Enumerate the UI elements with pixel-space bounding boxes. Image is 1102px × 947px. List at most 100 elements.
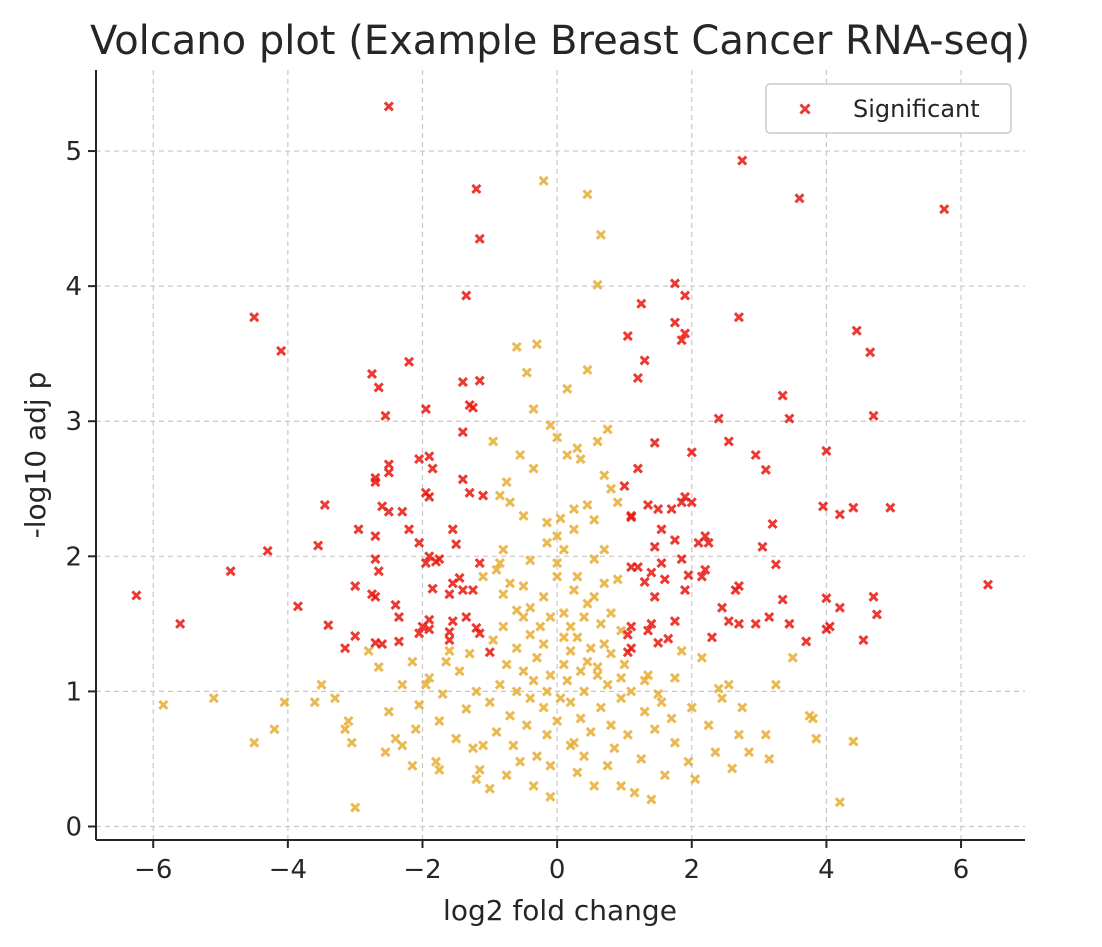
significant-point — [821, 593, 832, 604]
significant-point — [340, 643, 351, 654]
nonsignificant-point — [518, 580, 529, 592]
significant-point — [383, 506, 394, 517]
y-tick-label: 1 — [65, 677, 82, 707]
significant-point — [457, 585, 468, 596]
significant-point — [777, 390, 788, 401]
significant-point — [225, 566, 236, 577]
nonsignificant-point — [575, 666, 586, 677]
significant-point — [982, 579, 994, 590]
data-points — [131, 101, 994, 813]
nonsignificant-point — [605, 607, 617, 619]
significant-point — [424, 614, 435, 625]
nonsignificant-point — [595, 229, 606, 240]
significant-point — [676, 335, 687, 346]
nonsignificant-point — [636, 753, 647, 765]
significant-point — [424, 624, 435, 635]
significant-point — [642, 625, 654, 636]
nonsignificant-point — [528, 780, 539, 792]
nonsignificant-point — [562, 449, 573, 461]
significant-point — [649, 591, 660, 602]
significant-point — [737, 155, 748, 166]
nonsignificant-point — [545, 420, 556, 431]
nonsignificant-point — [484, 697, 495, 708]
significant-point — [653, 503, 664, 515]
significant-point — [474, 558, 485, 569]
significant-point — [370, 476, 381, 488]
significant-point — [444, 626, 455, 638]
nonsignificant-point — [592, 436, 603, 447]
nonsignificant-point — [568, 585, 580, 596]
nonsignificant-point — [343, 716, 354, 727]
nonsignificant-point — [494, 558, 505, 569]
nonsignificant-point — [653, 689, 664, 700]
significant-point — [834, 602, 845, 613]
significant-point — [639, 576, 650, 588]
nonsignificant-point — [158, 699, 169, 710]
nonsignificant-point — [639, 675, 650, 686]
nonsignificant-point — [525, 555, 536, 566]
nonsignificant-point — [555, 513, 566, 524]
nonsignificant-point — [696, 652, 707, 663]
significant-point — [764, 612, 775, 623]
nonsignificant-point — [474, 764, 485, 775]
significant-point — [676, 553, 687, 565]
significant-point — [713, 413, 724, 424]
nonsignificant-point — [723, 679, 734, 690]
significant-point — [383, 101, 394, 112]
significant-point — [471, 183, 482, 194]
nonsignificant-point — [410, 724, 421, 735]
significant-point — [663, 633, 674, 644]
nonsignificant-point — [380, 747, 391, 758]
nonsignificant-point — [518, 510, 529, 521]
nonsignificant-point — [471, 686, 482, 697]
legend-marker-icon — [799, 103, 811, 115]
nonsignificant-point — [407, 656, 418, 667]
nonsignificant-point — [602, 760, 613, 771]
nonsignificant-point — [562, 383, 573, 394]
nonsignificant-point — [535, 621, 546, 632]
legend-marker-significant — [799, 103, 811, 115]
significant-point — [414, 628, 425, 639]
nonsignificant-point — [424, 672, 435, 683]
nonsignificant-point — [659, 770, 670, 781]
nonsignificant-point — [208, 693, 219, 704]
significant-point — [474, 375, 485, 386]
nonsignificant-point — [498, 621, 509, 632]
nonsignificant-point — [269, 724, 280, 735]
significant-point — [642, 499, 654, 511]
significant-point — [313, 540, 324, 551]
nonsignificant-point — [454, 666, 465, 677]
significant-point — [686, 497, 697, 508]
nonsignificant-point — [249, 737, 260, 748]
significant-point — [777, 594, 788, 605]
significant-point — [474, 628, 485, 639]
significant-point — [292, 601, 304, 612]
nonsignificant-point — [589, 591, 600, 602]
nonsignificant-point — [478, 740, 489, 751]
significant-point — [430, 556, 442, 567]
nonsignificant-point — [629, 787, 640, 798]
nonsignificant-point — [491, 564, 502, 575]
significant-point — [767, 518, 778, 529]
significant-point — [646, 567, 657, 578]
nonsignificant-point — [599, 544, 610, 555]
nonsignificant-point — [407, 760, 418, 771]
significant-point — [464, 487, 475, 498]
significant-point — [865, 347, 876, 358]
nonsignificant-point — [582, 364, 593, 375]
nonsignificant-point — [373, 662, 384, 673]
nonsignificant-point — [626, 686, 637, 697]
nonsignificant-point — [592, 279, 603, 290]
nonsignificant-point — [525, 602, 536, 613]
nonsignificant-point — [575, 713, 586, 724]
nonsignificant-point — [669, 737, 681, 748]
significant-point — [373, 382, 384, 393]
significant-point — [417, 621, 428, 632]
nonsignificant-point — [430, 756, 442, 767]
significant-point — [717, 602, 728, 613]
grid — [96, 70, 1025, 840]
significant-point — [868, 410, 879, 421]
nonsignificant-point — [703, 720, 714, 731]
nonsignificant-point — [764, 753, 775, 765]
significant-point — [424, 451, 435, 462]
